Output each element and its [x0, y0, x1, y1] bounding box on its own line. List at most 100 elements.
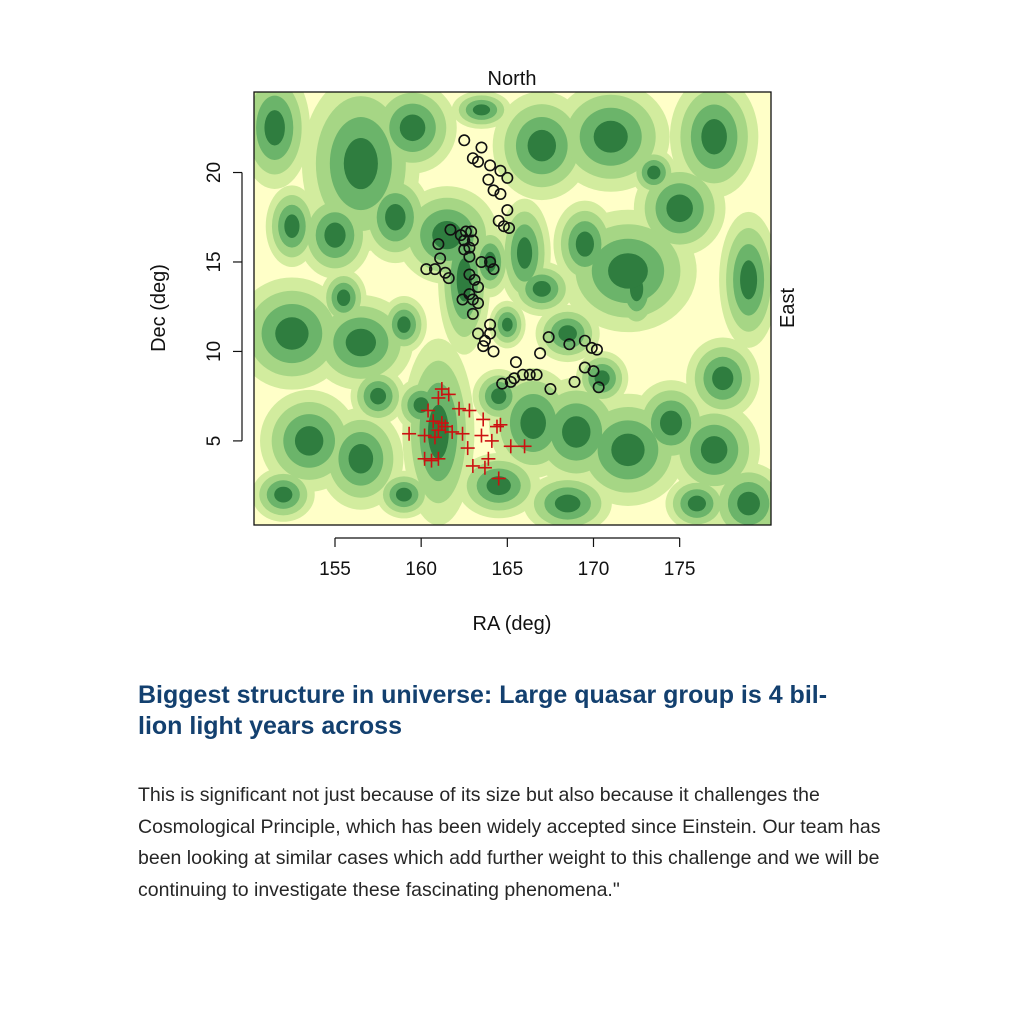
quasar-cross-point: [424, 453, 439, 468]
density-blob: [687, 495, 706, 512]
quasar-cross-point: [517, 439, 532, 454]
density-blob: [558, 325, 577, 342]
quasar-cross-point: [460, 441, 475, 456]
quasar-circle-point: [530, 368, 543, 381]
quasar-circle-point: [428, 263, 441, 276]
quasar-circle-point: [466, 307, 479, 320]
density-blob: [554, 494, 581, 513]
quasar-cross-point: [421, 403, 436, 418]
density-blob: [370, 387, 387, 405]
quasar-circle-point: [442, 272, 455, 285]
density-blob: [593, 120, 628, 153]
quasar-circle-point: [509, 356, 522, 369]
quasar-circle-point: [487, 184, 500, 197]
quasar-cross-point: [489, 419, 504, 434]
quasar-circle-point: [587, 365, 600, 378]
quasar-circle-point: [468, 273, 481, 286]
quasar-circle-point: [503, 221, 516, 234]
density-blob: [486, 476, 511, 496]
quasar-circle-point: [458, 134, 471, 147]
density-blob: [395, 487, 412, 502]
quasar-cross-point: [465, 458, 480, 473]
quasar-cross-point: [484, 433, 499, 448]
quasar-circle-point: [434, 252, 447, 265]
density-blob: [516, 237, 533, 269]
density-blob: [385, 203, 406, 231]
density-blob: [324, 222, 346, 248]
quasar-circle-point: [456, 293, 469, 306]
density-blob: [343, 137, 378, 190]
y-tick-label: 20: [204, 162, 225, 183]
quasar-circle-point: [482, 173, 495, 186]
quasar-cross-point: [493, 417, 508, 432]
density-blob: [472, 104, 491, 116]
quasar-cross-point: [417, 428, 432, 443]
quasar-circle-point: [484, 159, 497, 172]
quasar-cross-point: [431, 423, 446, 438]
quasar-circle-point: [444, 223, 457, 236]
quasar-circle-point: [487, 345, 500, 358]
density-blob: [294, 426, 324, 456]
quasar-circle-point: [484, 255, 497, 268]
quasar-circle-point: [563, 338, 576, 351]
density-blob: [336, 289, 351, 307]
quasar-circle-point: [487, 263, 500, 276]
quasar-circle-point: [478, 334, 491, 347]
plot-frame: [253, 91, 772, 526]
density-blob: [666, 194, 693, 223]
quasar-circle-point: [472, 281, 485, 294]
density-blob: [712, 366, 734, 391]
quasar-circle-point: [475, 255, 488, 268]
quasar-cross-point: [426, 414, 441, 429]
quasar-cross-point: [474, 428, 489, 443]
x-axis-label: RA (deg): [473, 613, 552, 635]
quasar-cross-point: [441, 387, 456, 402]
density-blob: [562, 416, 591, 448]
quasar-cross-point: [455, 426, 470, 441]
quasar-cross-point: [462, 403, 477, 418]
quasar-circle-point: [523, 368, 536, 381]
quasar-cross-point: [477, 460, 492, 475]
quasar-circle-point: [466, 234, 479, 247]
x-tick-label: 155: [319, 559, 351, 580]
density-blob: [532, 280, 551, 297]
article-headline: Biggest structure in universe: Large qua…: [138, 681, 828, 740]
density-blob: [413, 397, 429, 413]
density-blob: [737, 491, 760, 516]
quasar-circle-point: [590, 343, 603, 356]
x-axis: 155 160 165 170 175: [319, 537, 696, 580]
quasar-circle-point: [501, 171, 514, 184]
quasar-circle-point: [585, 341, 598, 354]
x-tick-label: 160: [405, 559, 437, 580]
density-blob: [520, 407, 546, 439]
x-tick-label: 175: [664, 559, 696, 580]
y-axis: 5 10 15 20: [204, 162, 243, 447]
quasar-circle-point: [544, 383, 557, 396]
quasar-circle-point: [578, 334, 591, 347]
quasar-circle-point: [432, 238, 445, 251]
density-blob: [348, 444, 374, 474]
quasar-cross-point: [476, 412, 491, 427]
quasar-circle-point: [472, 327, 485, 340]
x-tick-label: 165: [491, 559, 523, 580]
density-blob: [502, 317, 513, 332]
density-blob: [345, 328, 377, 357]
y-tick-label: 5: [204, 436, 225, 447]
quasar-cross-point: [427, 430, 442, 445]
quasar-circle-point: [496, 377, 509, 390]
density-blob: [700, 436, 728, 464]
quasar-circle-point: [534, 347, 547, 360]
quasar-circle-point: [592, 381, 605, 394]
quasar-circle-point: [542, 331, 555, 344]
quasar-circle-point: [568, 375, 581, 388]
quasar-cross-point: [431, 390, 446, 405]
density-blob: [264, 110, 285, 146]
quasar-circle-point: [508, 372, 521, 385]
quasar-cross-point: [452, 401, 467, 416]
quasar-circle-point: [477, 340, 490, 353]
quasar-cross-point: [445, 424, 460, 439]
quasar-map-figure: 155 160 165 170 175 5 10 15 20 North East RA (d…: [148, 68, 799, 635]
quasar-circle-point: [459, 225, 472, 238]
density-blob: [740, 260, 758, 300]
density-blob: [284, 214, 300, 239]
